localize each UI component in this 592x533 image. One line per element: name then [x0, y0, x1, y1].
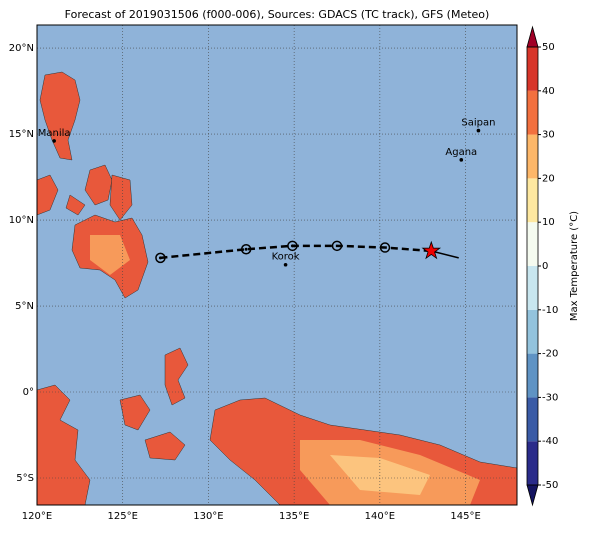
- place-dot: [459, 158, 464, 162]
- colorbar-tick-label: 30: [542, 130, 555, 141]
- colorbar-swatch: [527, 222, 538, 266]
- colorbar-tick-label: -10: [542, 305, 558, 316]
- colorbar-label: Max Temperature (°C): [569, 211, 580, 321]
- track-point: [155, 252, 166, 264]
- x-tick-label: 130°E: [193, 511, 223, 522]
- y-tick-label: 0°: [23, 387, 34, 398]
- title: Forecast of 2019031506 (f000-006), Sourc…: [65, 8, 490, 21]
- place-label: Manila: [38, 128, 71, 139]
- colorbar-swatch: [527, 309, 538, 354]
- track-dot: [290, 244, 294, 248]
- colorbar-swatch: [527, 178, 538, 223]
- colorbar-tick-label: -40: [542, 436, 558, 447]
- y-tick-label: 5°S: [16, 473, 34, 484]
- y-tick-label: 10°N: [9, 215, 34, 226]
- colorbar-under: [526, 484, 539, 507]
- place-label: Korok: [272, 252, 300, 263]
- track-point: [379, 242, 391, 253]
- place-dot: [52, 139, 56, 143]
- x-tick-label: 145°E: [450, 511, 480, 522]
- y-tick-label: 15°N: [9, 129, 34, 140]
- y-tick-label: 20°N: [9, 43, 34, 54]
- track-past: [431, 250, 459, 259]
- colorbar-swatch: [527, 353, 538, 398]
- track-dot: [244, 247, 248, 251]
- colorbar-swatch: [527, 134, 538, 179]
- colorbar-over: [526, 25, 539, 48]
- place-dot: [476, 128, 481, 133]
- colorbar-swatch: [527, 90, 538, 135]
- colorbar-tick-label: 50: [542, 42, 555, 53]
- place-dot: [283, 262, 288, 267]
- y-tick-label: 5°N: [15, 301, 34, 312]
- x-tick-label: 125°E: [108, 511, 138, 522]
- track-point: [331, 240, 343, 252]
- track-dot: [158, 256, 162, 260]
- colorbar-tick-label: -30: [542, 392, 558, 403]
- x-tick-label: 120°E: [22, 511, 52, 522]
- colorbar-tick-label: -50: [542, 480, 558, 491]
- colorbar-swatch: [527, 266, 538, 310]
- colorbar-swatch: [527, 397, 538, 442]
- colorbar-swatch: [527, 47, 538, 91]
- colorbar-swatch: [527, 441, 538, 485]
- x-tick-label: 135°E: [279, 511, 309, 522]
- land: [36, 71, 518, 506]
- track-forecast: [160, 244, 432, 260]
- track-point: [240, 244, 252, 255]
- storm-position: [421, 240, 442, 260]
- map-frame: [36, 24, 518, 506]
- place-label: Saipan: [461, 118, 495, 129]
- colorbar-tick-label: 10: [542, 217, 555, 228]
- track-point: [287, 240, 298, 252]
- colorbar-tick-label: 40: [542, 86, 555, 97]
- colorbar-tick-label: 20: [542, 173, 555, 184]
- x-tick-label: 140°E: [365, 511, 395, 522]
- place-label: Agana: [445, 147, 477, 158]
- colorbar-tick-label: 0: [542, 261, 548, 272]
- colorbar-tick-label: -20: [542, 349, 558, 360]
